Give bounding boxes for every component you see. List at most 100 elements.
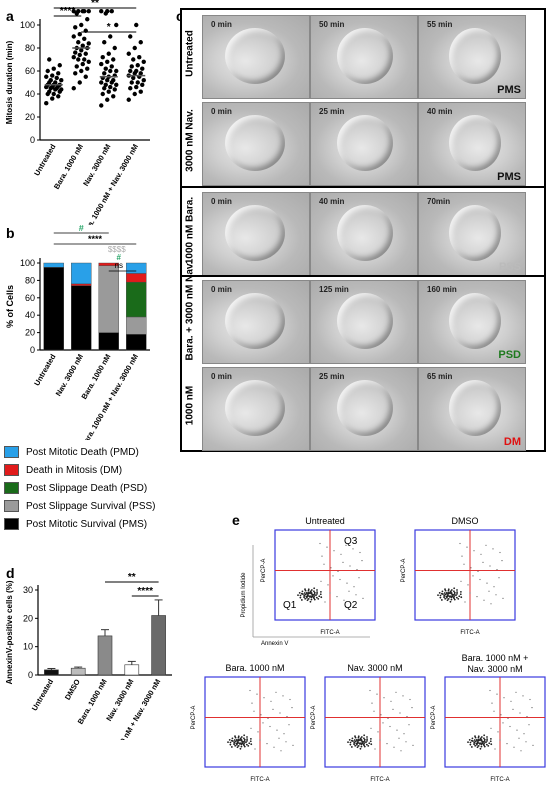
event-dot	[305, 593, 308, 595]
event-dot	[269, 725, 271, 728]
event-dot	[380, 714, 382, 716]
event-dot	[370, 727, 372, 729]
y-tick-label: 0	[30, 135, 35, 145]
data-point	[128, 68, 133, 74]
event-dot	[486, 738, 488, 741]
event-dot	[526, 716, 528, 718]
y-tick-label: 40	[25, 310, 35, 320]
data-point	[111, 78, 116, 83]
cell-shape	[337, 293, 393, 349]
flow-plot-frame	[324, 676, 426, 768]
stacked-bar-segment	[71, 262, 92, 285]
event-dot	[398, 737, 400, 739]
event-dot	[471, 737, 474, 740]
data-point	[59, 87, 64, 92]
event-dot	[395, 691, 397, 693]
event-dot	[503, 697, 505, 699]
event-dot	[493, 586, 495, 588]
event-dot	[405, 741, 407, 743]
significance-label: $$$$	[108, 245, 126, 254]
data-point	[73, 25, 78, 30]
microscopy-image: 0 min	[202, 15, 310, 99]
event-dot	[240, 742, 242, 744]
event-dot	[357, 745, 360, 747]
data-point	[51, 66, 56, 71]
legend-item: Post Slippage Death (PSD)	[4, 482, 194, 494]
event-dot	[237, 736, 240, 739]
event-dot	[304, 593, 307, 596]
event-dot	[234, 736, 237, 739]
y-tick-label: 10	[23, 642, 33, 652]
data-point	[140, 66, 145, 71]
event-dot	[446, 599, 449, 602]
event-dot	[489, 737, 492, 740]
event-dot	[246, 739, 248, 742]
panel-label-d: d	[6, 565, 15, 581]
event-dot	[439, 594, 442, 597]
event-dot	[474, 736, 477, 739]
event-dot	[355, 742, 358, 745]
event-dot	[488, 590, 490, 592]
event-dot	[358, 577, 360, 579]
data-point	[50, 73, 55, 78]
stacked-bar-segment	[126, 262, 147, 274]
event-dot	[440, 592, 443, 595]
event-dot	[489, 740, 492, 743]
event-dot	[400, 750, 402, 752]
event-dot	[444, 589, 447, 592]
stacked-bar-segment	[98, 262, 119, 266]
event-dot	[317, 597, 320, 600]
y-tick-label: 100	[20, 258, 35, 268]
event-dot	[490, 743, 493, 746]
event-dot	[369, 740, 372, 743]
event-dot	[516, 729, 518, 731]
fate-tag: PMS	[497, 171, 521, 183]
event-dot	[260, 714, 262, 716]
stacked-bar-segment	[98, 265, 119, 333]
data-point	[77, 52, 82, 58]
data-point	[132, 91, 137, 97]
event-dot	[300, 592, 303, 595]
event-dot	[272, 708, 274, 710]
event-dot	[360, 739, 363, 742]
data-point	[76, 9, 81, 14]
data-point	[77, 80, 82, 85]
event-dot	[313, 587, 316, 590]
flow-plot-title: Bara. 1000 nM	[225, 663, 284, 673]
event-dot	[346, 582, 348, 584]
microscopy-image: 40 min PMS	[418, 102, 526, 186]
event-dot	[383, 697, 385, 699]
event-dot	[312, 594, 315, 596]
data-point	[82, 9, 87, 14]
data-point	[85, 66, 90, 71]
stacked-bar-segment	[71, 285, 92, 351]
event-dot	[297, 594, 299, 596]
bar	[151, 615, 166, 676]
time-label: 50 min	[319, 20, 345, 29]
data-point	[111, 57, 116, 62]
event-dot	[285, 741, 287, 743]
y-tick-label: 40	[25, 89, 35, 99]
event-dot	[365, 743, 368, 746]
event-dot	[502, 722, 504, 724]
event-dot	[239, 739, 241, 742]
bar	[44, 669, 59, 676]
event-dot	[251, 702, 253, 704]
event-dot	[447, 592, 450, 595]
y-tick-label: 20	[23, 613, 33, 623]
event-dot	[456, 592, 458, 595]
event-dot	[310, 595, 312, 597]
event-dot	[450, 589, 453, 591]
event-dot	[237, 739, 240, 742]
event-dot	[359, 551, 361, 554]
event-dot	[241, 742, 244, 745]
event-dot	[246, 736, 248, 738]
event-dot	[459, 542, 461, 545]
event-dot	[231, 737, 234, 740]
flow-y-label: PerCP-A	[191, 706, 197, 730]
event-dot	[382, 722, 384, 724]
event-dot	[453, 598, 456, 601]
event-dot	[303, 596, 305, 599]
event-dot	[519, 712, 521, 714]
data-point	[86, 59, 91, 64]
